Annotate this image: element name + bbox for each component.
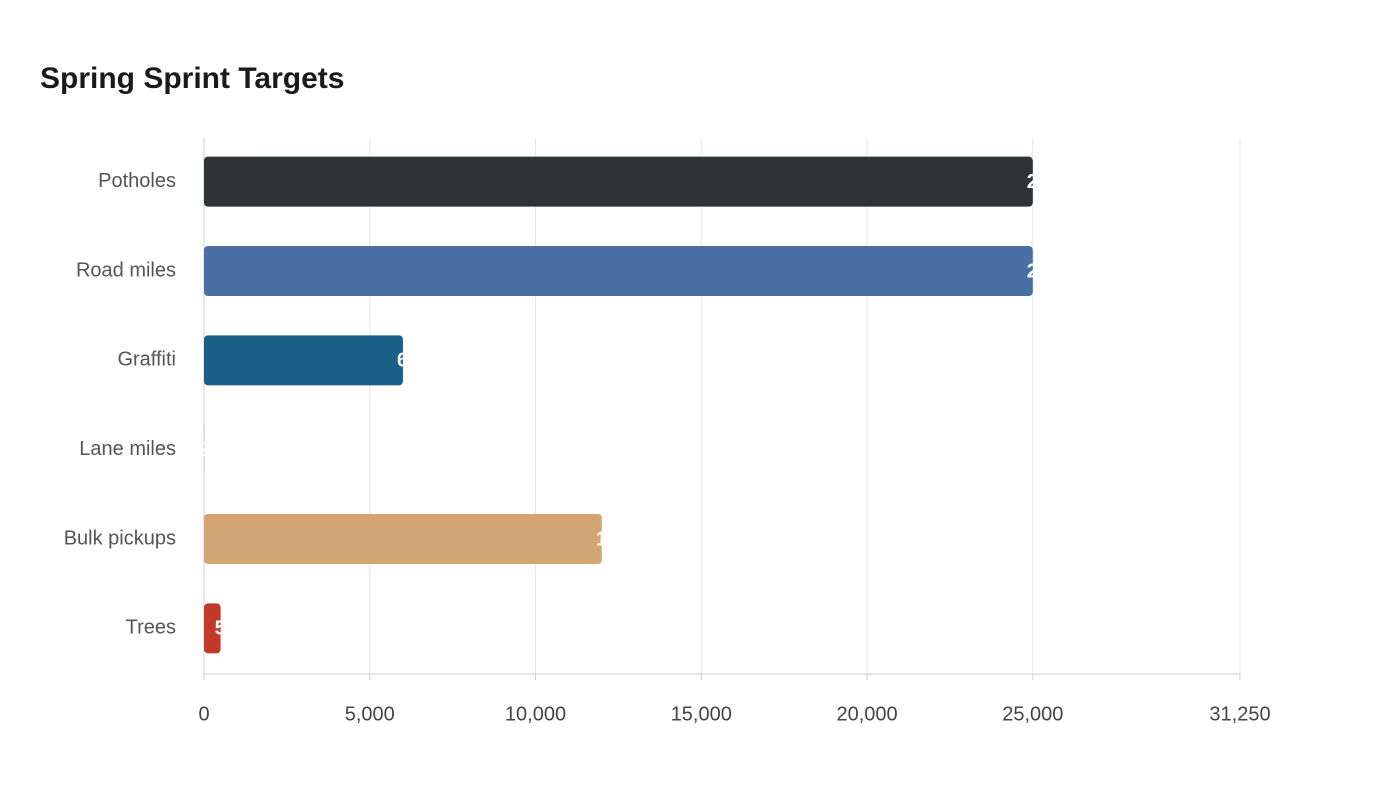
bar bbox=[204, 335, 403, 386]
x-tick-label: 20,000 bbox=[836, 703, 897, 725]
y-tick-label: Lane miles bbox=[79, 438, 176, 460]
bar bbox=[204, 603, 221, 654]
x-tick-label: 31,250 bbox=[1209, 703, 1270, 725]
chart-title: Spring Sprint Targets bbox=[40, 62, 344, 95]
bar bbox=[204, 156, 1033, 207]
value-label: 25,000 bbox=[1027, 260, 1088, 282]
value-label: 12,000 bbox=[596, 528, 657, 550]
value-label: 6,000 bbox=[397, 350, 447, 372]
x-tick-label: 5,000 bbox=[345, 703, 395, 725]
y-tick-label: Graffiti bbox=[117, 349, 176, 371]
y-tick-label: Road miles bbox=[76, 259, 176, 281]
x-tick-label: 0 bbox=[198, 703, 209, 725]
y-tick-label: Trees bbox=[126, 617, 176, 639]
value-label: 20 bbox=[199, 439, 221, 461]
x-tick-label: 15,000 bbox=[671, 703, 732, 725]
x-tick-label: 25,000 bbox=[1002, 703, 1063, 725]
bar bbox=[204, 514, 602, 564]
value-label: 500 bbox=[215, 618, 248, 640]
x-tick-label: 10,000 bbox=[505, 703, 566, 725]
bar bbox=[204, 424, 205, 475]
bar bbox=[204, 246, 1033, 296]
y-tick-label: Potholes bbox=[98, 170, 176, 192]
value-label: 25,000 bbox=[1027, 171, 1088, 193]
y-tick-label: Bulk pickups bbox=[64, 527, 176, 549]
